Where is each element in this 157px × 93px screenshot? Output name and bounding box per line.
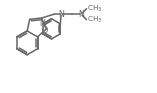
Text: N: N: [78, 10, 84, 19]
Text: CH$_3$: CH$_3$: [87, 15, 103, 25]
Text: O: O: [42, 26, 48, 35]
Text: N: N: [39, 19, 45, 28]
Text: CH$_3$: CH$_3$: [87, 3, 103, 14]
Text: N: N: [58, 10, 64, 19]
